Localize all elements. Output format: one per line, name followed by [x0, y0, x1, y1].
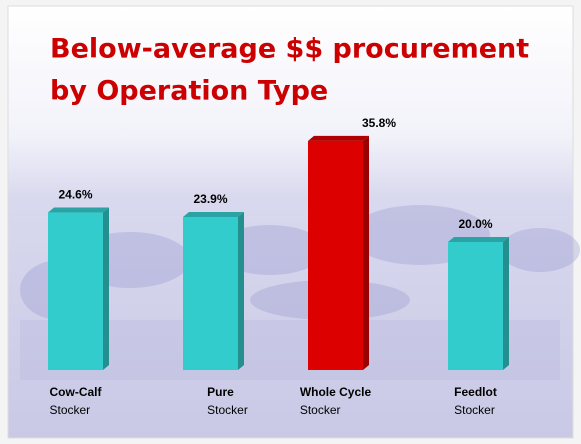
category-sublabel: Stocker: [454, 403, 495, 417]
bar-top: [183, 212, 244, 217]
category-sublabel: Stocker: [300, 403, 341, 417]
value-label: 20.0%: [458, 217, 492, 231]
bar: [308, 141, 363, 370]
bar: [48, 213, 103, 370]
bar-side: [238, 212, 244, 370]
value-label: 35.8%: [362, 116, 396, 130]
chart-title: Below-average $$ procurement: [50, 34, 529, 65]
category-label: Feedlot: [454, 385, 497, 399]
bar: [448, 242, 503, 370]
value-label: 23.9%: [193, 192, 227, 206]
category-sublabel: Stocker: [50, 403, 91, 417]
bar-top: [48, 208, 109, 213]
category-label: Whole Cycle: [300, 385, 372, 399]
bar-side: [363, 136, 369, 370]
bar-top: [308, 136, 369, 141]
bar-side: [103, 208, 109, 370]
bar-side: [503, 237, 509, 370]
bar-top: [448, 237, 509, 242]
chart-title: by Operation Type: [50, 76, 328, 107]
category-sublabel: Stocker: [207, 403, 248, 417]
category-label: Cow-Calf: [50, 385, 103, 399]
category-label: Pure: [207, 385, 234, 399]
slide: Below-average $$ procurement by Operatio…: [0, 0, 581, 444]
bar: [183, 217, 238, 370]
value-label: 24.6%: [58, 188, 92, 202]
